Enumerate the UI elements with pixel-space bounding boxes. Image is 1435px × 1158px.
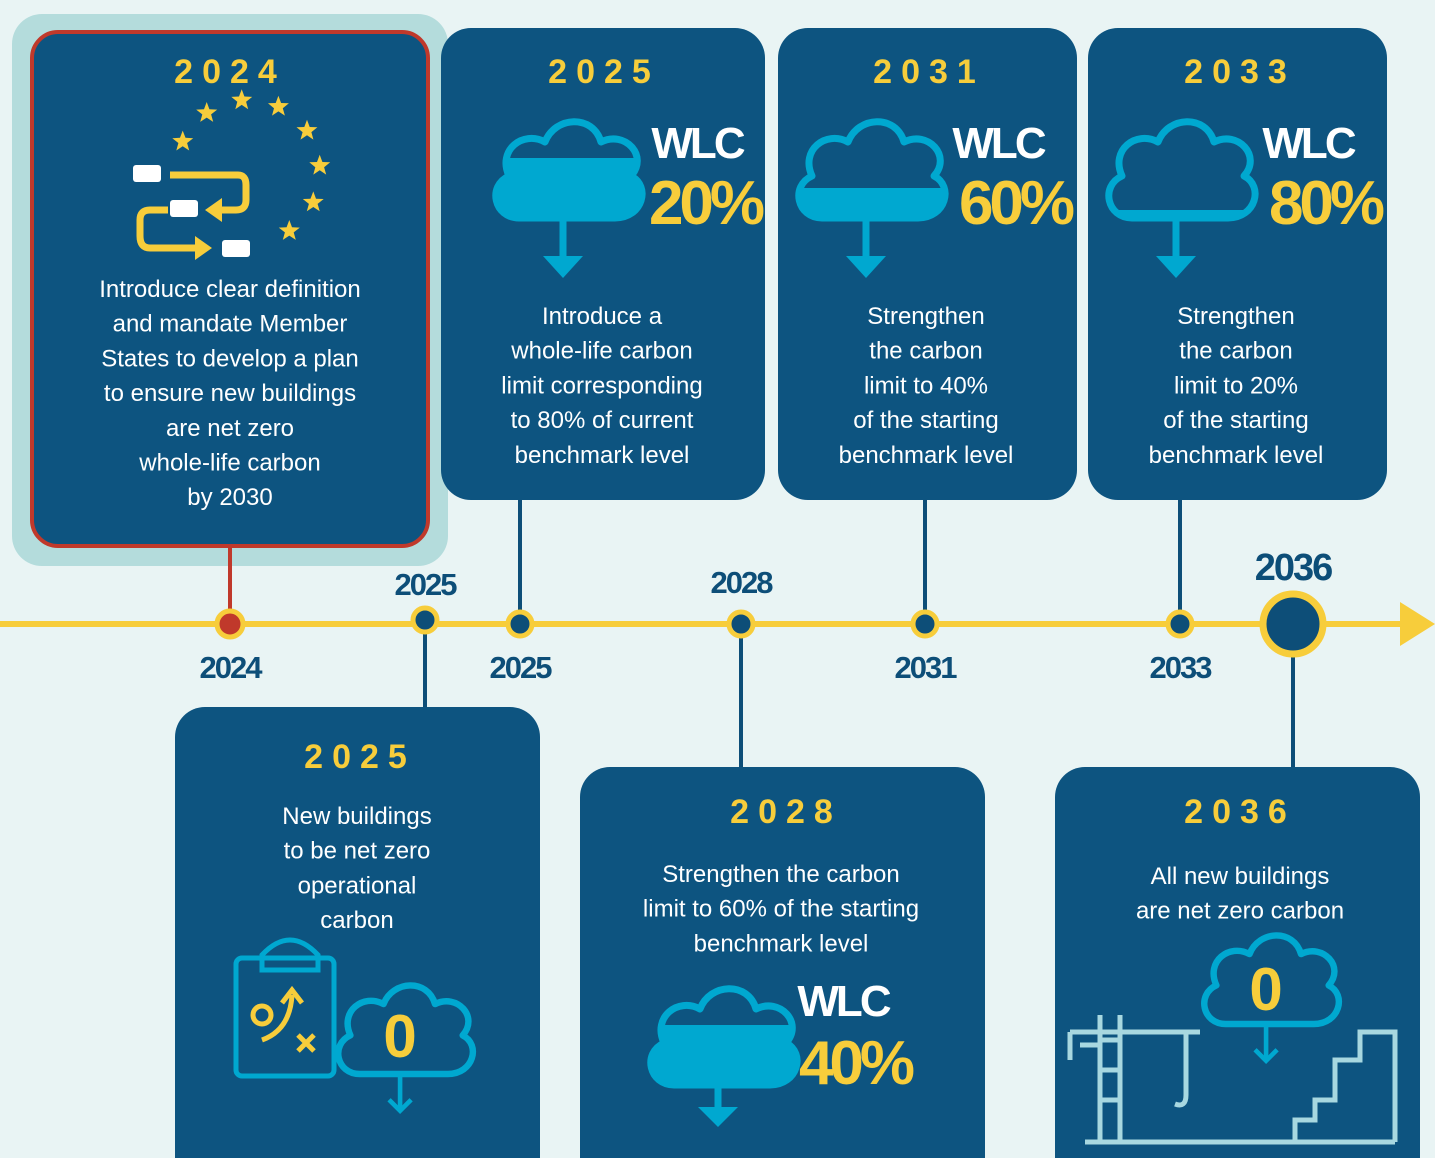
metric-label: WLC bbox=[797, 977, 890, 1026]
star bbox=[172, 130, 194, 151]
card-text: of the starting bbox=[1163, 407, 1308, 434]
card-text: to 80% of current bbox=[511, 407, 694, 434]
card-text: limit corresponding bbox=[501, 372, 702, 399]
card-text: whole-life carbon bbox=[138, 450, 320, 477]
star bbox=[302, 191, 324, 212]
card-text: benchmark level bbox=[839, 442, 1014, 469]
star bbox=[296, 119, 318, 140]
star bbox=[278, 220, 300, 240]
cloud-icon bbox=[1109, 122, 1255, 278]
timeline-arrow bbox=[1400, 602, 1435, 646]
axis-label: 2025 bbox=[490, 650, 553, 685]
card-year: 2033 bbox=[1184, 53, 1296, 91]
metric-label: WLC bbox=[1262, 119, 1355, 168]
metric-value: 60% bbox=[959, 169, 1074, 238]
card-year: 2024 bbox=[174, 53, 286, 91]
card-text: New buildings bbox=[282, 803, 431, 830]
card bbox=[441, 28, 765, 500]
card-text: All new buildings bbox=[1151, 863, 1330, 890]
eu-icon bbox=[133, 165, 250, 260]
icon-text: 0 bbox=[1249, 956, 1282, 1023]
card-text: benchmark level bbox=[694, 930, 869, 957]
card-text: whole-life carbon bbox=[510, 338, 692, 365]
cloud-icon bbox=[338, 985, 473, 1115]
card-text: Introduce clear definition bbox=[99, 276, 361, 303]
card-year: 2028 bbox=[730, 793, 842, 831]
icon-text: 0 bbox=[383, 1003, 416, 1070]
cloud-icon bbox=[1204, 935, 1339, 1065]
card-year: 2025 bbox=[548, 53, 660, 91]
card-text: by 2030 bbox=[187, 484, 272, 511]
star bbox=[309, 154, 331, 175]
card-text: Strengthen bbox=[1177, 303, 1294, 330]
card-text: limit to 40% bbox=[864, 372, 988, 399]
axis-label: 2031 bbox=[895, 650, 958, 685]
cloud-icon bbox=[496, 122, 642, 278]
card-text: the carbon bbox=[869, 338, 982, 365]
card-text: Strengthen bbox=[867, 303, 984, 330]
card-text: the carbon bbox=[1179, 338, 1292, 365]
timeline-dot bbox=[726, 609, 756, 639]
card-text: Strengthen the carbon bbox=[662, 861, 900, 888]
timeline-dot bbox=[410, 605, 440, 635]
cloud-icon bbox=[651, 989, 797, 1127]
timeline-dot bbox=[214, 608, 246, 640]
axis-label: 2028 bbox=[711, 565, 774, 600]
card-text: of the starting bbox=[853, 407, 998, 434]
crane-icon bbox=[1067, 1015, 1398, 1145]
card-text: to ensure new buildings bbox=[104, 380, 356, 407]
timeline-dot bbox=[910, 609, 940, 639]
clipboard-icon bbox=[233, 937, 337, 1079]
axis-label: 2024 bbox=[200, 650, 264, 685]
axis-label: 2033 bbox=[1150, 650, 1213, 685]
card-text: Introduce a bbox=[542, 303, 663, 330]
card-text: and mandate Member bbox=[113, 311, 348, 338]
card-text: to be net zero bbox=[284, 838, 431, 865]
star bbox=[268, 95, 289, 116]
star bbox=[231, 89, 253, 110]
card bbox=[1088, 28, 1387, 500]
star bbox=[196, 102, 218, 122]
timeline-dot bbox=[1259, 590, 1327, 658]
metric-value: 20% bbox=[649, 169, 764, 238]
card-year: 2031 bbox=[873, 53, 985, 91]
card-text: limit to 20% bbox=[1174, 372, 1298, 399]
metric-label: WLC bbox=[952, 119, 1045, 168]
card bbox=[175, 707, 540, 1158]
axis-label: 2036 bbox=[1255, 547, 1332, 589]
card-text: benchmark level bbox=[515, 442, 690, 469]
metric-value: 40% bbox=[799, 1029, 914, 1098]
card bbox=[1055, 767, 1420, 1158]
card-text: limit to 60% of the starting bbox=[643, 896, 919, 923]
cloud-icon bbox=[799, 122, 945, 278]
card-year: 2025 bbox=[304, 738, 416, 776]
card-text: benchmark level bbox=[1149, 442, 1324, 469]
card-text: States to develop a plan bbox=[101, 345, 359, 372]
timeline-dot bbox=[1165, 609, 1195, 639]
card-text: carbon bbox=[320, 907, 393, 934]
card-year: 2036 bbox=[1184, 793, 1296, 831]
timeline-dot bbox=[505, 609, 535, 639]
card-text: are net zero carbon bbox=[1136, 898, 1344, 925]
metric-value: 80% bbox=[1269, 169, 1384, 238]
axis-label: 2025 bbox=[395, 567, 458, 602]
card-text: operational bbox=[298, 872, 417, 899]
card bbox=[778, 28, 1077, 500]
metric-label: WLC bbox=[651, 119, 744, 168]
card-text: are net zero bbox=[166, 415, 294, 442]
